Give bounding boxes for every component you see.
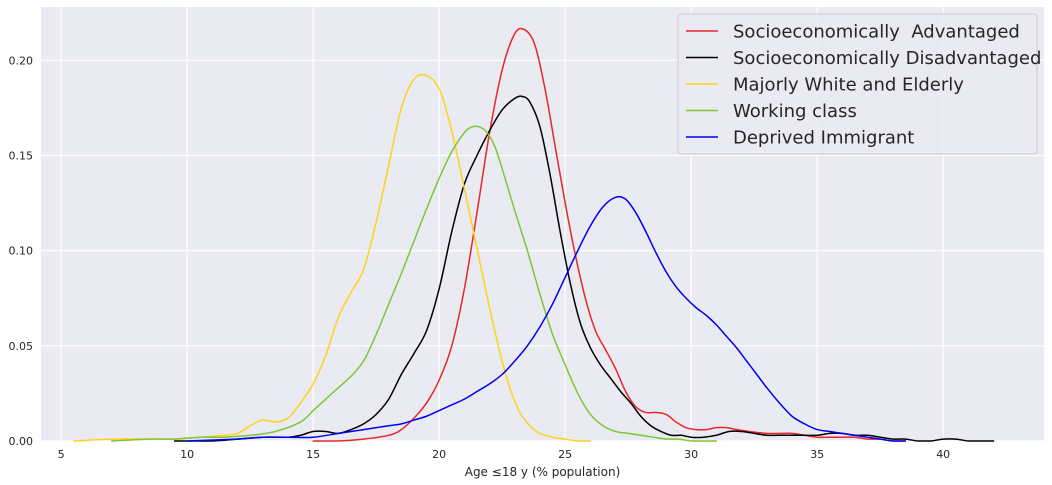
series-line-3 — [73, 73, 592, 442]
series-lines — [73, 27, 995, 442]
legend-box — [677, 13, 1038, 155]
x-tick-label: 35 — [810, 448, 824, 461]
legend-entry-label: Deprived Immigrant — [733, 128, 914, 149]
x-axis-label: Age ≤18 y (% population) — [465, 465, 621, 479]
x-tick-label: 5 — [58, 448, 65, 461]
x-tick-label: 30 — [684, 448, 698, 461]
y-tick-label: 0.05 — [9, 340, 34, 353]
legend-entry-label: Socioeconomically Disadvantaged — [733, 48, 1041, 69]
y-tick-label: 0.20 — [9, 54, 34, 67]
series-line-5 — [186, 195, 907, 442]
x-tick-label: 40 — [936, 448, 950, 461]
x-tick-label: 10 — [180, 448, 194, 461]
y-tick-label: 0.15 — [9, 149, 34, 162]
series-line-4 — [110, 125, 718, 442]
legend-entry-label: Working class — [733, 101, 857, 122]
x-tick-label: 20 — [432, 448, 446, 461]
legend-entry-label: Majorly White and Elderly — [733, 75, 964, 96]
y-tick-label: 0.10 — [9, 245, 34, 258]
y-tick-label: 0.00 — [9, 435, 34, 448]
x-tick-label: 25 — [558, 448, 572, 461]
tick-labels: 5 10 15 20 25 30 35 40 0.00 0.05 0.10 0.15 0.20 — [9, 54, 951, 461]
legend: Socioeconomically Advantaged Socioeconomi… — [677, 13, 1041, 155]
legend-entry-label: Socioeconomically Advantaged — [733, 22, 1020, 43]
x-tick-label: 15 — [306, 448, 320, 461]
